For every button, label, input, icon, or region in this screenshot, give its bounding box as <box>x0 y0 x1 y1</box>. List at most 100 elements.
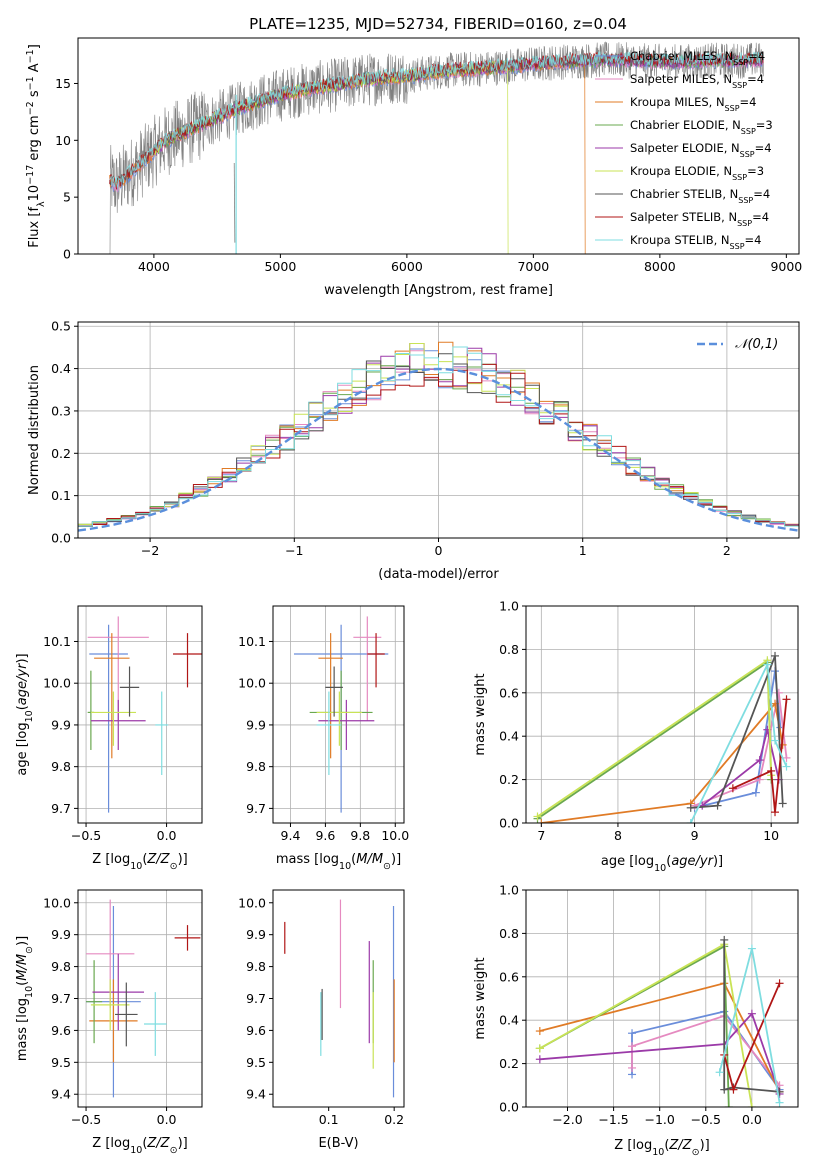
y-tick-label: 0.3 <box>51 403 71 418</box>
y-tick-label: 9.9 <box>51 717 71 732</box>
weight-marker-chabrier_stelib <box>686 803 695 812</box>
weight-marker-chabrier_stelib <box>720 1085 729 1094</box>
y-tick-label: 9.8 <box>51 759 71 774</box>
weight-marker-salpeter_stelib <box>771 808 780 817</box>
x-tick-label: 9 <box>691 828 699 843</box>
weight-marker-kroupa_stelib <box>747 944 756 953</box>
x-tick-label: 0.1 <box>319 1112 339 1127</box>
errorbar-point-kroupa_miles <box>89 979 138 1063</box>
x-tick-label: 0.0 <box>157 1112 177 1127</box>
weight-marker-chabrier_stelib <box>778 799 787 808</box>
x-axis-label: Z [log10(Z/Z⊙)] <box>92 1136 187 1156</box>
x-tick-label: 2 <box>723 543 731 558</box>
y-tick-label: 0.2 <box>51 446 71 461</box>
y-tick-label: 0.4 <box>499 729 519 744</box>
x-axis-label: mass [log10(M/M⊙)] <box>276 852 401 872</box>
legend-label: 𝒩(0,1) <box>735 337 778 352</box>
y-axis-label: age [log10(age/yr)] <box>15 653 35 775</box>
errorbar-point-chabrier_stelib <box>119 666 140 717</box>
x-tick-label: 10 <box>763 828 779 843</box>
errorbar-point-kroupa_miles <box>318 633 343 759</box>
y-tick-label: 10.0 <box>238 895 266 910</box>
panel-weight-vs-Z: −2.0 −1.5 −1.0 −0.5 0.0 0.0 0.2 0.4 0.6 0.8 1.0 Z [… <box>473 883 799 1158</box>
y-tick-label: 9.7 <box>246 801 266 816</box>
legend: Chabrier MILES, NSSP=4 Salpeter MILES, NS… <box>595 49 773 251</box>
errorbar-point-chabrier_stelib <box>325 666 343 717</box>
y-tick-label: 9.4 <box>51 1087 71 1102</box>
x-tick-label: −0.5 <box>691 1112 721 1127</box>
errorbar-point-kroupa_elodie <box>90 979 130 1031</box>
y-tick-label: 0 <box>63 247 71 262</box>
weight-marker-salpeter_miles <box>628 1063 637 1072</box>
y-tick-label: 9.7 <box>246 991 266 1006</box>
y-axis-label: Normed distribution <box>27 365 42 495</box>
x-tick-label: 6000 <box>391 259 423 274</box>
y-tick-label: 0.0 <box>499 816 519 831</box>
axes-frame <box>272 889 405 1108</box>
x-axis-label: E(B-V) <box>318 1136 358 1151</box>
x-tick-label: 9.8 <box>350 828 370 843</box>
x-tick-label: 8 <box>614 828 622 843</box>
x-tick-label: 5000 <box>264 259 296 274</box>
axes-frame <box>272 605 405 824</box>
weight-marker-kroupa_stelib <box>782 762 791 771</box>
errorbar-point-salpeter_miles <box>353 616 382 721</box>
y-tick-label: 10.0 <box>43 676 71 691</box>
y-tick-label: 0.2 <box>499 1056 519 1071</box>
errorbar-point-kroupa_miles <box>94 633 130 759</box>
plot-area <box>78 341 799 532</box>
weight-line-chabrier_stelib <box>690 655 784 809</box>
x-tick-label: 0 <box>435 543 443 558</box>
x-axis-label: age [log10(age/yr)] <box>601 854 723 874</box>
x-axis-label: (data-model)/error <box>378 567 499 582</box>
panel-spectrum: 4000 5000 6000 7000 8000 9000 0 5 10 15 wavelength… <box>25 37 802 298</box>
y-tick-label: 9.4 <box>246 1087 266 1102</box>
y-tick-label: 10.0 <box>238 676 266 691</box>
data-drop <box>233 163 236 243</box>
errorbar-point-kroupa_elodie <box>90 691 136 746</box>
weight-marker-chabrier_stelib <box>771 651 780 660</box>
x-tick-label: 0.0 <box>157 828 177 843</box>
axes-frame <box>525 889 799 1108</box>
y-tick-label: 5 <box>63 190 71 205</box>
legend-label: Salpeter ELODIE, NSSP=4 <box>630 141 772 159</box>
weight-marker-kroupa_stelib <box>775 1098 784 1107</box>
x-tick-label: −1.0 <box>645 1112 675 1127</box>
x-tick-label: 0.2 <box>384 1112 404 1127</box>
weight-marker-salpeter_elodie <box>755 756 764 765</box>
x-tick-label: −0.5 <box>71 828 101 843</box>
legend-label: Chabrier STELIB, NSSP=4 <box>630 187 770 205</box>
y-tick-label: 9.9 <box>51 927 71 942</box>
errorbar-point-salpeter_elodie <box>92 953 145 1031</box>
plot-area <box>109 41 764 254</box>
histogram-salpeter_stelib <box>78 363 799 527</box>
panel-weight-vs-age: 7 8 9 10 0.0 0.2 0.4 0.6 0.8 1.0 age [log10(age/yr… <box>473 599 799 874</box>
errorbar-point-chabrier_elodie <box>86 960 103 1044</box>
y-tick-label: 9.6 <box>246 1023 266 1038</box>
axes-frame <box>77 37 800 255</box>
y-tick-label: 9.5 <box>246 1055 266 1070</box>
legend-label: Kroupa MILES, NSSP=4 <box>630 95 756 113</box>
y-tick-label: 0.2 <box>499 772 519 787</box>
y-tick-label: 9.5 <box>51 1055 71 1070</box>
y-tick-label: 9.9 <box>246 927 266 942</box>
panel-age-vs-mass: 9.4 9.6 9.8 10.0 9.7 9.8 9.9 10.0 10.1 mass [log1… <box>238 605 409 872</box>
legend-label: Chabrier ELODIE, NSSP=3 <box>630 118 773 136</box>
weight-marker-kroupa_elodie <box>535 1044 544 1053</box>
y-tick-label: 9.8 <box>246 759 266 774</box>
x-tick-label: 0.0 <box>742 1112 762 1127</box>
weight-marker-kroupa_stelib <box>686 819 695 823</box>
y-tick-label: 0.1 <box>51 488 71 503</box>
weight-line-chabrier_elodie <box>536 660 773 820</box>
y-tick-label: 9.7 <box>51 991 71 1006</box>
y-tick-label: 9.6 <box>51 1023 71 1038</box>
weight-line-chabrier_stelib <box>723 939 780 1093</box>
legend-label: Kroupa STELIB, NSSP=4 <box>630 233 761 251</box>
x-tick-label: −0.5 <box>71 1112 101 1127</box>
y-tick-label: 9.7 <box>51 801 71 816</box>
x-axis-label: Z [log10(Z/Z⊙)] <box>614 1138 709 1158</box>
errorbar-point-salpeter_elodie <box>90 699 146 750</box>
normal-curve <box>78 367 799 532</box>
x-tick-label: 4000 <box>138 259 170 274</box>
